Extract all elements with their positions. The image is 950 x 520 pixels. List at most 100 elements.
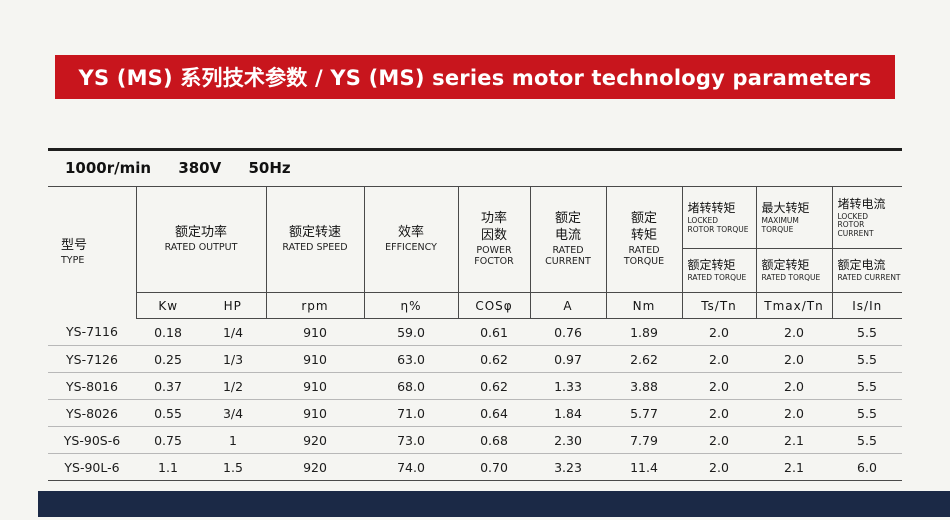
value-cell: 68.0 bbox=[364, 372, 458, 400]
value-cell: 0.37 bbox=[136, 372, 200, 400]
rated-output-zh: 额定功率 bbox=[174, 225, 227, 241]
col-header-rated-speed: 额定转速 RATED SPEED bbox=[265, 186, 364, 293]
value-cell: 5.5 bbox=[832, 372, 902, 400]
value-cell: 5.77 bbox=[606, 399, 682, 427]
value-cell: 3.88 bbox=[606, 372, 682, 400]
value-cell: 0.75 bbox=[136, 426, 200, 454]
value-cell: 73.0 bbox=[364, 426, 458, 454]
table-header: 型号 TYPE 额定功率 RATED OUTPUT 额定转速 RATED SPE… bbox=[48, 186, 902, 319]
unit-ampere: A bbox=[529, 292, 606, 319]
value-cell: 920 bbox=[266, 453, 364, 481]
value-cell: 59.0 bbox=[364, 318, 458, 346]
value-cell: 3.23 bbox=[530, 453, 606, 481]
unit-rpm: rpm bbox=[265, 292, 364, 319]
value-cell: 2.0 bbox=[682, 399, 756, 427]
denominator-rated-torque-2-zh: 额定转矩 bbox=[761, 258, 810, 273]
table-row: YS-8026 0.55 3/4 910 71.0 0.64 1.84 5.77 2.0 2.0 5… bbox=[48, 399, 902, 427]
type-label-en: TYPE bbox=[61, 255, 85, 267]
rated-current-zh: 额定 电流 bbox=[554, 211, 581, 244]
table-row: YS-8016 0.37 1/2 910 68.0 0.62 1.33 3.88 2.0 2.0 5… bbox=[48, 372, 902, 400]
value-cell: 2.0 bbox=[682, 318, 756, 346]
value-cell: 1.89 bbox=[606, 318, 682, 346]
value-cell: 5.5 bbox=[832, 399, 902, 427]
value-cell: 2.0 bbox=[756, 318, 832, 346]
value-cell: 3/4 bbox=[200, 399, 266, 427]
col-header-locked-rotor-torque: 堵转转矩 LOCKED ROTOR TORQUE bbox=[681, 186, 756, 249]
header-row-groups: 型号 TYPE 额定功率 RATED OUTPUT 额定转速 RATED SPE… bbox=[48, 186, 902, 319]
value-cell: 1.33 bbox=[530, 372, 606, 400]
value-cell: 0.62 bbox=[458, 372, 530, 400]
power-factor-en: POWER FOCTOR bbox=[474, 244, 514, 267]
page-title: YS (MS) 系列技术参数 / YS (MS) series motor te… bbox=[78, 66, 872, 90]
denominator-rated-torque-1: 额定转矩 RATED TORQUE bbox=[681, 248, 756, 293]
unit-tmax-tn: Tmax/Tn bbox=[755, 292, 832, 319]
value-cell: 0.61 bbox=[458, 318, 530, 346]
value-cell: 910 bbox=[266, 399, 364, 427]
value-cell: 1/3 bbox=[200, 345, 266, 373]
footer-bar bbox=[38, 491, 950, 517]
value-cell: 0.62 bbox=[458, 345, 530, 373]
value-cell: 2.0 bbox=[756, 372, 832, 400]
locked-rotor-torque-zh: 堵转转矩 bbox=[687, 200, 736, 215]
unit-efficiency: η% bbox=[363, 292, 458, 319]
value-cell: 6.0 bbox=[832, 453, 902, 481]
value-cell: 7.79 bbox=[606, 426, 682, 454]
table-row: YS-7126 0.25 1/3 910 63.0 0.62 0.97 2.62 2.0 2.0 5… bbox=[48, 345, 902, 373]
model-cell: YS-7126 bbox=[48, 345, 136, 373]
value-cell: 1 bbox=[200, 426, 266, 454]
value-cell: 63.0 bbox=[364, 345, 458, 373]
model-cell: YS-90S-6 bbox=[48, 426, 136, 454]
value-cell: 2.0 bbox=[682, 453, 756, 481]
unit-kw: Kw bbox=[135, 292, 200, 319]
denominator-rated-current-zh: 额定电流 bbox=[837, 258, 886, 273]
rated-torque-zh: 额定 转矩 bbox=[630, 211, 657, 244]
value-cell: 2.0 bbox=[756, 399, 832, 427]
table-row: YS-90L-6 1.1 1.5 920 74.0 0.70 3.23 11.4 2.0 2.1 6… bbox=[48, 453, 902, 481]
spec-frequency: 50Hz bbox=[248, 159, 291, 177]
maximum-torque-zh: 最大转矩 bbox=[761, 200, 810, 215]
value-cell: 5.5 bbox=[832, 426, 902, 454]
value-cell: 910 bbox=[266, 372, 364, 400]
unit-ts-tn: Ts/Tn bbox=[681, 292, 756, 319]
unit-hp: HP bbox=[200, 292, 266, 319]
parameters-table: 型号 TYPE 额定功率 RATED OUTPUT 额定转速 RATED SPE… bbox=[48, 186, 902, 481]
value-cell: 2.30 bbox=[530, 426, 606, 454]
denominator-rated-torque-1-en: RATED TORQUE bbox=[687, 273, 747, 283]
spec-table-section: 1000r/min 380V 50Hz 型号 TYPE 额定功率 bbox=[48, 148, 902, 481]
value-cell: 910 bbox=[266, 345, 364, 373]
value-cell: 1/4 bbox=[200, 318, 266, 346]
col-header-rated-output: 额定功率 RATED OUTPUT bbox=[135, 186, 266, 293]
value-cell: 920 bbox=[266, 426, 364, 454]
unit-cos-phi: COSφ bbox=[457, 292, 530, 319]
value-cell: 0.64 bbox=[458, 399, 530, 427]
maximum-torque-en: MAXIMUM TORQUE bbox=[761, 215, 799, 234]
value-cell: 2.0 bbox=[682, 345, 756, 373]
col-header-locked-rotor-current: 堵转电流 LOCKED ROTOR CURRENT bbox=[831, 186, 902, 249]
header-row-denominators: 额定转矩 RATED TORQUE 额定转矩 RATED TORQUE 额定电流… bbox=[48, 248, 902, 293]
denominator-rated-torque-1-zh: 额定转矩 bbox=[687, 258, 736, 273]
col-header-maximum-torque: 最大转矩 MAXIMUM TORQUE bbox=[755, 186, 832, 249]
value-cell: 2.0 bbox=[682, 372, 756, 400]
value-cell: 1.84 bbox=[530, 399, 606, 427]
value-cell: 1.1 bbox=[136, 453, 200, 481]
value-cell: 0.55 bbox=[136, 399, 200, 427]
rated-speed-en: RATED SPEED bbox=[282, 241, 348, 253]
value-cell: 2.1 bbox=[756, 426, 832, 454]
value-cell: 0.70 bbox=[458, 453, 530, 481]
rated-output-en: RATED OUTPUT bbox=[164, 241, 238, 253]
value-cell: 11.4 bbox=[606, 453, 682, 481]
unit-is-in: Is/In bbox=[831, 292, 902, 319]
value-cell: 0.18 bbox=[136, 318, 200, 346]
value-cell: 5.5 bbox=[832, 318, 902, 346]
rated-torque-en: RATED TORQUE bbox=[623, 244, 665, 267]
title-banner: YS (MS) 系列技术参数 / YS (MS) series motor te… bbox=[55, 55, 895, 99]
locked-rotor-current-zh: 堵转电流 bbox=[837, 196, 886, 211]
value-cell: 2.0 bbox=[682, 426, 756, 454]
col-header-type: 型号 TYPE bbox=[48, 186, 137, 319]
value-cell: 71.0 bbox=[364, 399, 458, 427]
value-cell: 0.97 bbox=[530, 345, 606, 373]
table-row: YS-90S-6 0.75 1 920 73.0 0.68 2.30 7.79 2.0 2.1 5.… bbox=[48, 426, 902, 454]
efficiency-en: EFFICENCY bbox=[385, 241, 437, 253]
col-header-power-factor: 功率 因数 POWER FOCTOR bbox=[457, 186, 530, 293]
value-cell: 2.0 bbox=[756, 345, 832, 373]
